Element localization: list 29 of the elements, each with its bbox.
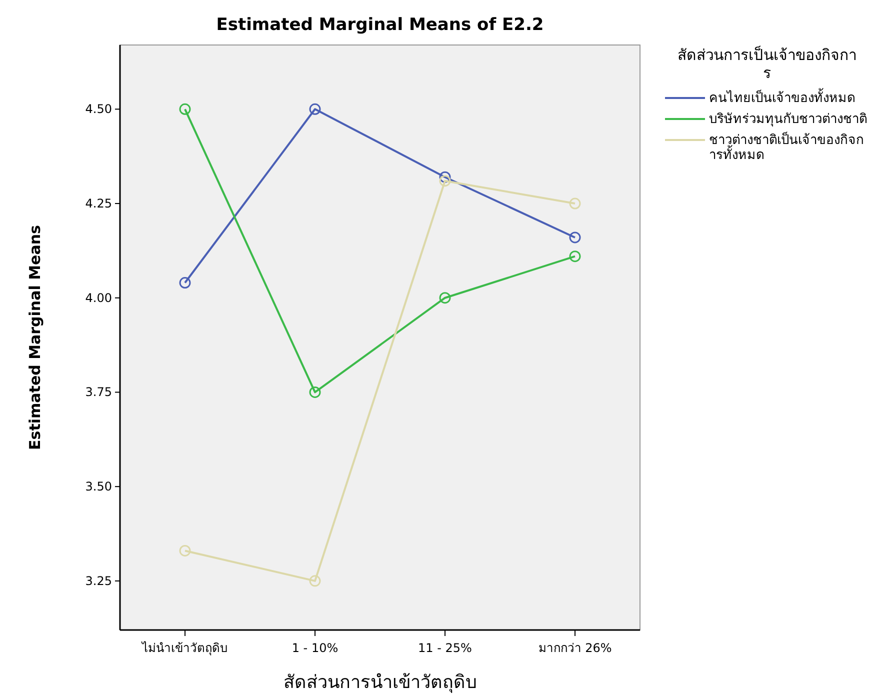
y-tick-label: 4.50 xyxy=(85,102,112,116)
x-tick-label: 11 - 25% xyxy=(418,641,472,655)
x-tick-label: 1 - 10% xyxy=(292,641,338,655)
x-axis-title: สัดส่วนการนำเข้าวัตถุดิบ xyxy=(284,672,476,693)
y-axis-title: Estimated Marginal Means xyxy=(26,225,44,450)
legend-label: คนไทยเป็นเจ้าของทั้งหมด xyxy=(709,88,855,106)
y-tick-label: 4.00 xyxy=(85,290,112,305)
legend-title: สัดส่วนการเป็นเจ้าของกิจการ xyxy=(678,45,856,82)
point xyxy=(179,277,191,289)
x-tick-label: ไม่นำเข้าวัตถุดิบ xyxy=(141,641,228,656)
point xyxy=(179,544,191,556)
y-tick-label: 4.25 xyxy=(85,196,112,211)
point xyxy=(569,250,581,262)
point xyxy=(569,198,581,210)
point xyxy=(439,292,451,304)
legend-label: ชาวต่างชาติเป็นเจ้าของกิจการทั้งหมด xyxy=(709,130,864,163)
point xyxy=(439,171,451,183)
x-tick-label: มากกว่า 26% xyxy=(538,641,612,655)
point xyxy=(569,232,581,244)
legend-label: บริษัทร่วมทุนกับชาวต่างชาติ xyxy=(709,112,867,127)
chart-title: Estimated Marginal Means of E2.2 xyxy=(216,15,544,35)
y-tick-label: 3.50 xyxy=(85,480,112,494)
y-tick-label: 3.75 xyxy=(85,385,112,400)
point xyxy=(309,386,321,398)
point xyxy=(309,103,321,115)
point xyxy=(309,575,321,587)
y-tick-label: 3.25 xyxy=(85,574,112,588)
point xyxy=(179,103,191,115)
point xyxy=(439,175,451,187)
